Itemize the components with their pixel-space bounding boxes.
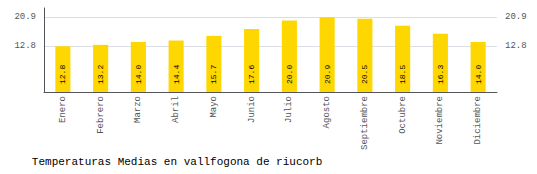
svg-text:12.8: 12.8 [58,65,67,84]
svg-text:20.9: 20.9 [323,65,332,84]
svg-text:Diciembre: Diciembre [473,96,483,145]
svg-text:Abril: Abril [171,96,181,123]
svg-text:15.7: 15.7 [209,65,218,84]
svg-text:Mayo: Mayo [209,96,219,118]
svg-text:12.8: 12.8 [505,41,527,51]
svg-text:14.4: 14.4 [172,65,181,84]
svg-text:Junio: Junio [247,96,257,123]
svg-text:Temperaturas Medias en vallfog: Temperaturas Medias en vallfogona de riu… [32,156,322,168]
svg-text:20.5: 20.5 [360,65,369,84]
svg-text:20.0: 20.0 [285,65,294,84]
svg-text:16.3: 16.3 [436,65,445,84]
svg-text:20.9: 20.9 [505,12,527,22]
svg-text:12.8: 12.8 [14,41,36,51]
svg-text:Agosto: Agosto [322,96,332,128]
svg-text:Septiembre: Septiembre [360,96,370,150]
svg-text:Julio: Julio [284,96,294,123]
svg-text:20.9: 20.9 [14,12,36,22]
svg-text:17.6: 17.6 [247,65,256,84]
svg-text:Noviembre: Noviembre [435,96,445,145]
svg-text:Marzo: Marzo [133,96,143,123]
svg-text:14.0: 14.0 [474,65,483,84]
svg-text:14.0: 14.0 [134,65,143,84]
svg-text:Octubre: Octubre [398,96,408,134]
svg-text:18.5: 18.5 [398,65,407,84]
svg-text:Enero: Enero [58,96,68,123]
svg-text:13.2: 13.2 [96,65,105,84]
svg-text:Febrero: Febrero [96,96,106,134]
